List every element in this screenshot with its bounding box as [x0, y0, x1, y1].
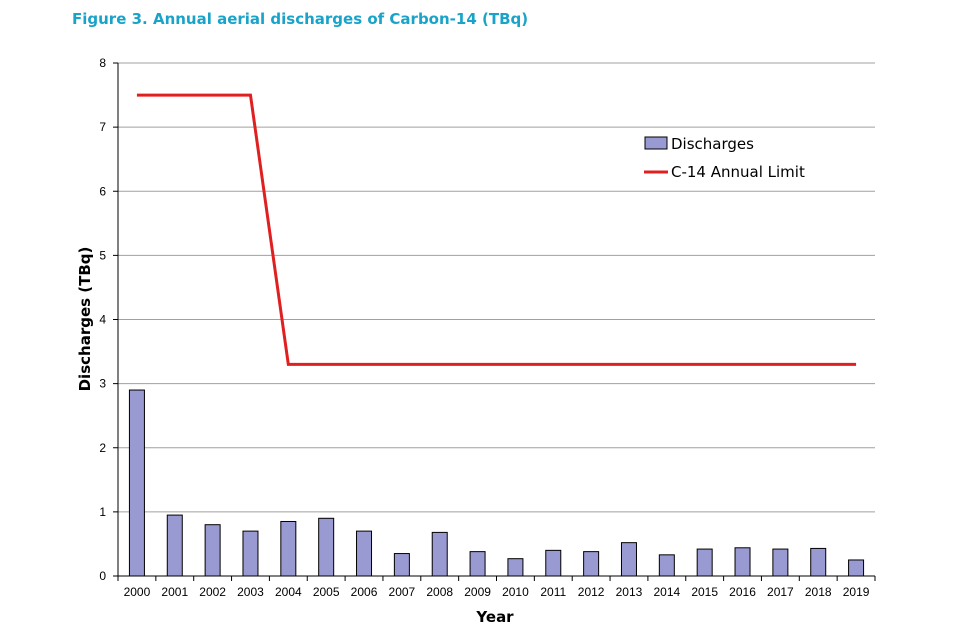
legend-label-discharges: Discharges: [671, 135, 754, 153]
bar-discharge: [166, 514, 183, 577]
x-tick-label: 2003: [237, 585, 264, 599]
y-tick-label: 0: [99, 569, 106, 583]
grid-lines: [118, 62, 875, 513]
legend: Discharges C-14 Annual Limit: [644, 135, 805, 181]
x-tick-label: 2009: [464, 585, 491, 599]
bar-discharge: [280, 520, 297, 577]
bar-discharge: [356, 530, 373, 577]
x-tick-label: 2007: [389, 585, 416, 599]
x-tick-label: 2014: [653, 585, 680, 599]
limit-line: [136, 93, 857, 366]
x-tick-label: 2000: [124, 585, 151, 599]
y-axis-title: Discharges (TBq): [76, 247, 94, 392]
y-tick-label: 1: [99, 505, 106, 519]
x-tick-label: 2006: [351, 585, 378, 599]
x-tick-label: 2008: [426, 585, 453, 599]
x-tick-label: 2010: [502, 585, 529, 599]
bar-discharge: [318, 517, 335, 577]
y-tick-label: 2: [99, 441, 106, 455]
x-tick-label: 2015: [691, 585, 718, 599]
x-axis-title: Year: [475, 608, 514, 626]
bar-discharge: [507, 558, 524, 577]
x-tick-label: 2011: [540, 585, 566, 599]
legend-label-limit: C-14 Annual Limit: [671, 163, 805, 181]
bar-discharge: [620, 542, 637, 577]
bar-discharge: [734, 547, 751, 577]
x-tick-label: 2005: [313, 585, 340, 599]
bar-discharge: [242, 530, 259, 577]
legend-swatch-discharges: [644, 136, 668, 150]
bar-discharge: [204, 524, 221, 577]
y-tick-label: 8: [99, 56, 106, 70]
y-tick-label: 5: [99, 248, 106, 262]
bar-discharge: [772, 548, 789, 577]
x-tick-label: 2002: [199, 585, 226, 599]
x-tick-label: 2016: [729, 585, 756, 599]
bar-discharge: [128, 389, 145, 577]
y-tick-labels: 0 1 2 3 4 5 6 7 8: [99, 56, 106, 583]
bar-discharge: [658, 554, 675, 577]
x-tick-label: 2019: [843, 585, 870, 599]
bar-discharge: [431, 531, 448, 577]
x-tick-label: 2012: [578, 585, 605, 599]
x-tick-label: 2018: [805, 585, 832, 599]
bar-discharge: [545, 549, 562, 577]
bar-discharge: [583, 551, 600, 577]
y-tick-label: 4: [99, 313, 106, 327]
limit-line-layer: [136, 93, 857, 366]
x-tick-label: 2001: [161, 585, 188, 599]
x-tick-labels: 2000 2001 2002 2003 2004 2005 2006 2007 2008 2009…: [124, 585, 870, 599]
bar-discharge: [696, 548, 713, 577]
y-tick-label: 7: [99, 120, 106, 134]
x-tick-label: 2004: [275, 585, 302, 599]
y-tick-label: 6: [99, 184, 106, 198]
axes: [113, 62, 876, 581]
discharge-bars: [128, 389, 865, 577]
x-tick-label: 2017: [767, 585, 794, 599]
bar-discharge: [810, 547, 827, 577]
x-tick-label: 2013: [616, 585, 643, 599]
bar-discharge: [848, 559, 865, 577]
figure-title: Figure 3. Annual aerial discharges of Ca…: [72, 10, 529, 28]
y-tick-label: 3: [99, 377, 106, 391]
bar-discharge: [469, 551, 486, 577]
bar-discharge: [393, 553, 410, 577]
